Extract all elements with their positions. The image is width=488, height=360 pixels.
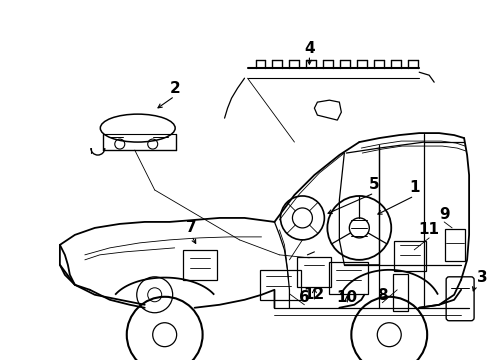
Text: 1: 1 <box>408 180 419 195</box>
Text: 12: 12 <box>303 287 325 302</box>
Text: 5: 5 <box>368 177 379 193</box>
Text: 11: 11 <box>418 222 439 237</box>
Text: 4: 4 <box>304 41 314 56</box>
Text: 10: 10 <box>336 290 357 305</box>
Text: 3: 3 <box>476 270 487 285</box>
Text: 6: 6 <box>299 290 309 305</box>
Text: 7: 7 <box>186 220 197 235</box>
Text: 9: 9 <box>438 207 448 222</box>
Text: 2: 2 <box>169 81 180 96</box>
Text: 8: 8 <box>376 288 387 303</box>
